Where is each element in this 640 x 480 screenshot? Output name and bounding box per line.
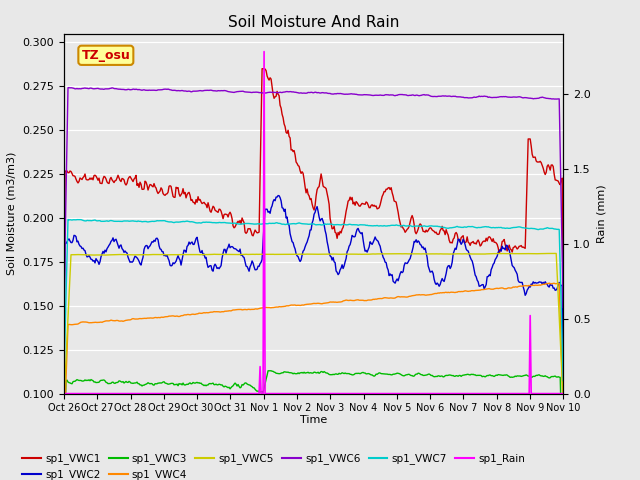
sp1_Rain [301, 391, 309, 396]
sp1_VWC6 [65, 85, 73, 91]
sp1_VWC3 [358, 370, 366, 375]
sp1_VWC4 [357, 297, 365, 303]
sp1_VWC6 [358, 92, 366, 98]
sp1_VWC2 [301, 244, 309, 250]
sp1_Rain [60, 391, 68, 396]
sp1_Rain [559, 391, 567, 396]
sp1_VWC4 [300, 302, 308, 308]
sp1_VWC2 [470, 267, 478, 273]
sp1_VWC1 [332, 229, 339, 235]
sp1_VWC2 [298, 252, 306, 258]
sp1_VWC6 [301, 90, 309, 96]
sp1_VWC3 [60, 453, 68, 459]
sp1_Rain [470, 391, 478, 396]
sp1_VWC2 [275, 192, 282, 198]
sp1_VWC2 [358, 230, 366, 236]
sp1_VWC3 [301, 370, 309, 376]
sp1_VWC7 [64, 216, 72, 222]
sp1_VWC3 [264, 368, 272, 373]
sp1_VWC7 [548, 226, 556, 231]
sp1_VWC4 [548, 281, 556, 287]
sp1_VWC1 [301, 184, 309, 190]
sp1_VWC2 [559, 377, 567, 383]
sp1_VWC6 [548, 96, 556, 102]
sp1_VWC4 [60, 431, 68, 436]
sp1_VWC2 [548, 282, 556, 288]
Line: sp1_VWC2: sp1_VWC2 [64, 195, 563, 380]
sp1_VWC6 [60, 299, 68, 305]
sp1_Rain [260, 49, 268, 55]
Legend: sp1_VWC1, sp1_VWC2, sp1_VWC3, sp1_VWC4, sp1_VWC5, sp1_VWC6, sp1_VWC7, sp1_Rain: sp1_VWC1, sp1_VWC2, sp1_VWC3, sp1_VWC4, … [18, 449, 529, 480]
sp1_VWC1 [559, 303, 567, 309]
sp1_VWC4 [559, 408, 567, 414]
sp1_VWC5 [357, 252, 365, 257]
sp1_VWC5 [469, 251, 477, 257]
sp1_VWC2 [332, 260, 339, 265]
X-axis label: Time: Time [300, 415, 327, 425]
sp1_VWC3 [470, 372, 478, 378]
sp1_VWC7 [301, 221, 309, 227]
Y-axis label: Rain (mm): Rain (mm) [596, 184, 606, 243]
sp1_VWC7 [332, 222, 339, 228]
sp1_VWC5 [330, 251, 338, 257]
sp1_VWC2 [60, 349, 68, 355]
Line: sp1_VWC3: sp1_VWC3 [64, 371, 563, 480]
sp1_VWC5 [297, 252, 305, 257]
sp1_Rain [298, 391, 306, 396]
sp1_VWC6 [298, 90, 306, 96]
sp1_VWC1 [298, 169, 306, 175]
sp1_VWC5 [547, 251, 555, 256]
sp1_VWC5 [548, 251, 556, 256]
sp1_VWC5 [559, 398, 567, 404]
sp1_VWC1 [470, 240, 478, 246]
sp1_VWC6 [332, 91, 339, 96]
sp1_Rain [358, 391, 366, 396]
sp1_VWC1 [548, 162, 556, 168]
Line: sp1_VWC5: sp1_VWC5 [64, 253, 563, 402]
sp1_VWC3 [332, 371, 339, 377]
sp1_VWC5 [60, 399, 68, 405]
Line: sp1_Rain: sp1_Rain [64, 52, 563, 394]
sp1_VWC1 [258, 66, 266, 72]
sp1_VWC6 [470, 94, 478, 100]
sp1_VWC7 [358, 222, 366, 228]
sp1_VWC4 [545, 280, 553, 286]
sp1_VWC5 [300, 252, 308, 257]
sp1_VWC3 [298, 370, 306, 375]
sp1_VWC7 [298, 221, 306, 227]
sp1_VWC7 [470, 224, 478, 230]
sp1_VWC7 [60, 372, 68, 378]
sp1_Rain [332, 391, 339, 396]
Title: Soil Moisture And Rain: Soil Moisture And Rain [228, 15, 399, 30]
sp1_Rain [548, 391, 556, 396]
sp1_VWC7 [559, 378, 567, 384]
Line: sp1_VWC1: sp1_VWC1 [64, 69, 563, 306]
sp1_VWC4 [330, 300, 338, 305]
Text: TZ_osu: TZ_osu [81, 49, 130, 62]
Line: sp1_VWC6: sp1_VWC6 [64, 88, 563, 308]
sp1_VWC1 [358, 201, 366, 206]
sp1_VWC4 [297, 302, 305, 308]
Y-axis label: Soil Moisture (m3/m3): Soil Moisture (m3/m3) [7, 152, 17, 276]
Line: sp1_VWC4: sp1_VWC4 [64, 283, 563, 433]
sp1_VWC3 [548, 373, 556, 379]
Line: sp1_VWC7: sp1_VWC7 [64, 219, 563, 381]
sp1_VWC1 [60, 302, 68, 308]
sp1_VWC4 [469, 288, 477, 294]
sp1_VWC6 [559, 305, 567, 311]
